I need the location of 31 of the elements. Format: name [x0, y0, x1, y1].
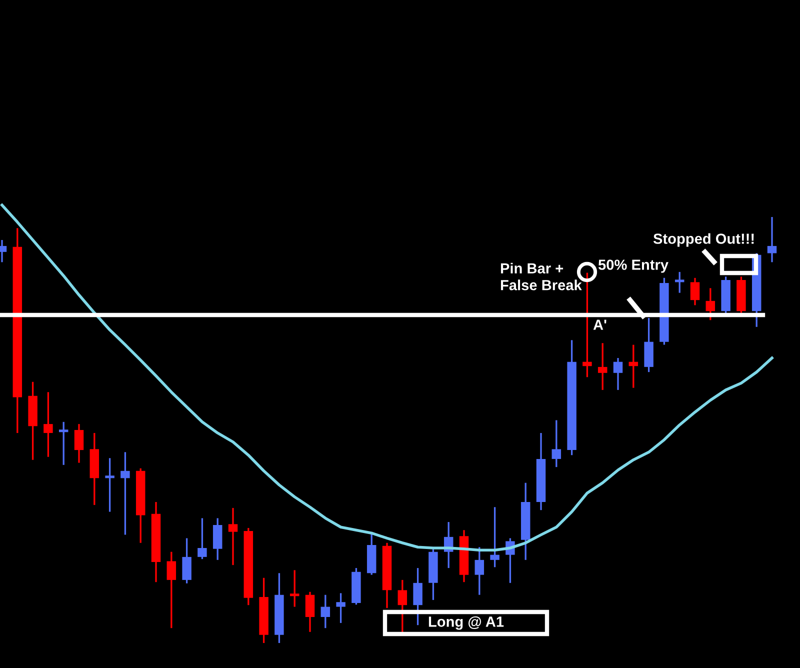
- candlestick: [628, 344, 638, 389]
- candlestick: [290, 569, 300, 608]
- candlestick: [598, 342, 608, 391]
- candlestick: [44, 391, 53, 458]
- candlestick: [74, 423, 84, 464]
- candlestick: [474, 546, 484, 596]
- annotation: Stopped Out!!!: [653, 233, 754, 247]
- candlestick: [336, 592, 346, 624]
- candlestick: [58, 421, 68, 466]
- annotation: Long @ A1: [428, 616, 504, 630]
- candlestick: [552, 419, 562, 468]
- annotation: 50% Entry: [598, 260, 668, 273]
- candlestick: [690, 277, 700, 306]
- annotation: A': [593, 320, 606, 330]
- candlestick: [182, 537, 192, 584]
- candlestick: [706, 287, 716, 321]
- candlestick: [166, 551, 176, 629]
- candlestick: [120, 451, 130, 536]
- candlestick: [613, 357, 623, 391]
- candlestick: [105, 457, 114, 513]
- candlestick: [490, 506, 500, 568]
- candlestick: [413, 567, 422, 626]
- candlestick: [212, 517, 222, 561]
- candlestick: [305, 591, 315, 633]
- annotation: Pin Bar + False Break: [500, 262, 582, 290]
- candlestick: [767, 216, 777, 263]
- candlestick: [198, 517, 207, 560]
- candlestick: [398, 579, 408, 634]
- candlestick: [320, 594, 330, 629]
- candlestick: [674, 271, 684, 294]
- candlestick: [228, 507, 238, 566]
